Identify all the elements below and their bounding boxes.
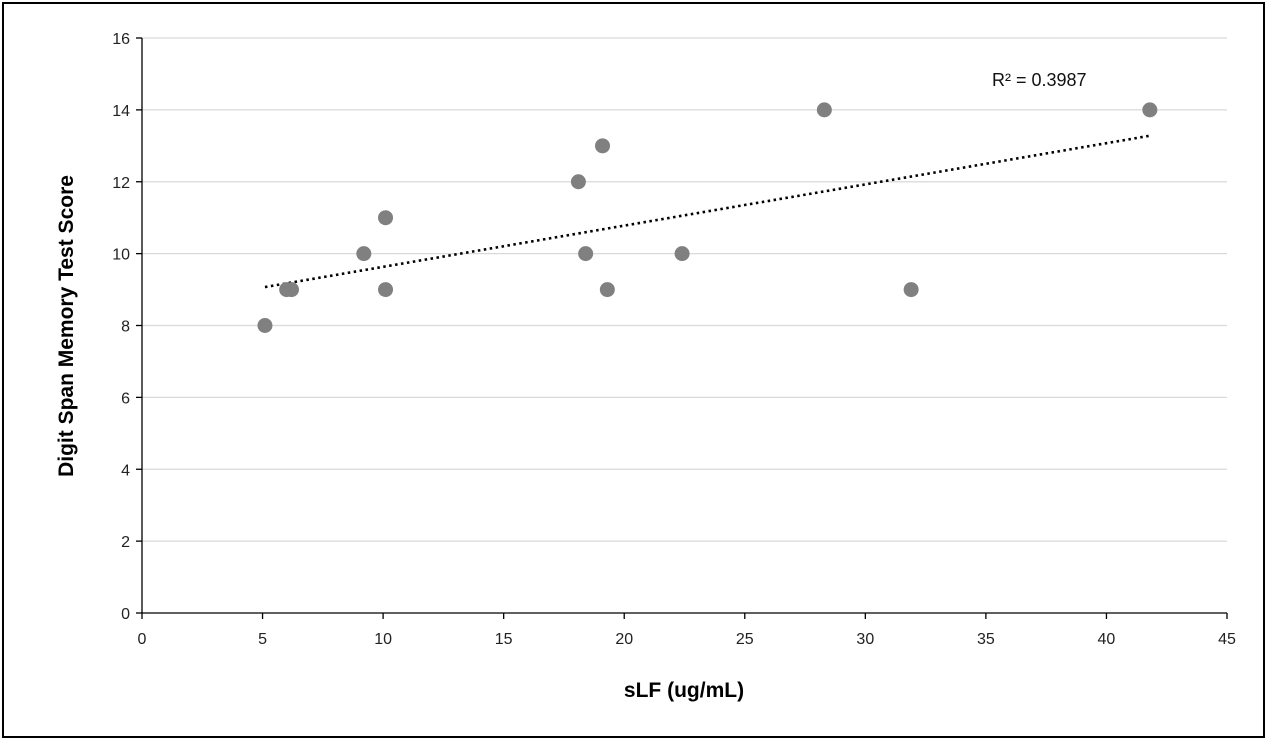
x-tick-label: 15 [495,631,513,648]
x-tick-label: 35 [977,631,995,648]
data-point [595,138,611,154]
gridlines [142,37,1227,542]
y-axis-title: Digit Span Memory Test Score [55,175,78,477]
data-point [816,102,832,118]
data-point [378,282,394,298]
x-axis-title: sLF (ug/mL) [624,679,744,702]
axes [136,37,1228,619]
trendline [264,134,1151,289]
x-tick-label: 25 [736,631,754,648]
x-tick-label: 5 [258,631,267,648]
x-tick-label: 0 [138,631,147,648]
x-tick-label: 45 [1218,631,1236,648]
data-point [570,174,586,190]
x-tick-label: 40 [1098,631,1116,648]
y-tick-label: 16 [112,31,130,48]
y-tick-label: 0 [121,606,130,623]
y-tick-label: 14 [112,103,130,120]
data-point [578,246,594,262]
data-point [378,210,394,226]
y-tick-label: 12 [112,175,130,192]
x-tick-label: 10 [374,631,392,648]
y-tick-label: 4 [121,462,130,479]
data-point [903,282,919,298]
y-tick-label: 10 [112,247,130,264]
r-squared-label: R² = 0.3987 [992,70,1087,90]
tick-labels: 0 2 4 6 8 10 12 14 16 0 5 10 15 20 25 30 35 40 45 [112,31,1236,648]
y-tick-label: 6 [121,390,130,407]
data-point [257,318,273,333]
data-point [356,246,372,262]
x-tick-label: 30 [856,631,874,648]
trendline-path [264,134,1151,289]
data-point [1142,102,1158,118]
data-point [674,246,690,262]
data-point [599,282,615,298]
x-tick-label: 20 [615,631,633,648]
data-point [283,282,299,298]
y-tick-label: 8 [121,319,130,336]
y-tick-label: 2 [121,534,130,551]
data-points [257,102,1158,333]
